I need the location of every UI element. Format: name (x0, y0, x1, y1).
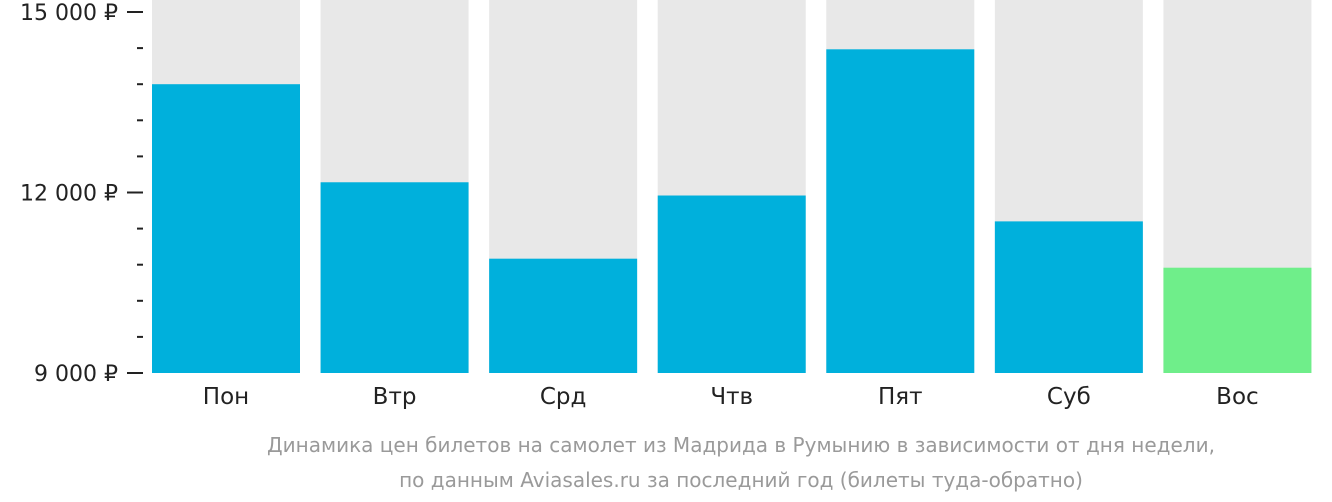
y-tick-label: 12 000 ₽ (20, 182, 118, 207)
x-tick-label: Чтв (710, 384, 753, 410)
bar (994, 221, 1143, 373)
y-tick-label: 9 000 ₽ (34, 362, 118, 387)
y-tick-label: 15 000 ₽ (20, 1, 118, 26)
bar (489, 258, 638, 373)
x-tick-label: Пят (878, 384, 923, 410)
bar (152, 84, 300, 373)
bar (320, 182, 469, 373)
x-axis-labels: Пон Втр Срд Чтв Пят Суб Вос (203, 384, 1259, 410)
bar (657, 195, 806, 373)
x-tick-label: Срд (540, 384, 587, 410)
chart-caption-line-1: Динамика цен билетов на самолет из Мадри… (267, 433, 1215, 457)
x-tick-label: Вос (1216, 384, 1259, 410)
bar (826, 49, 975, 373)
y-axis: 15 000 ₽ 12 000 ₽ 9 000 ₽ (20, 1, 143, 387)
bars-group (152, 0, 1312, 373)
chart-caption-line-2: по данным Aviasales.ru за последний год … (399, 468, 1083, 492)
x-tick-label: Втр (373, 384, 417, 410)
bar (1163, 267, 1312, 373)
bar-chart: 15 000 ₽ 12 000 ₽ 9 000 ₽ Пон Втр Срд Чтв Пят С… (20, 0, 1312, 410)
x-tick-label: Суб (1047, 384, 1091, 410)
x-tick-label: Пон (203, 384, 249, 410)
